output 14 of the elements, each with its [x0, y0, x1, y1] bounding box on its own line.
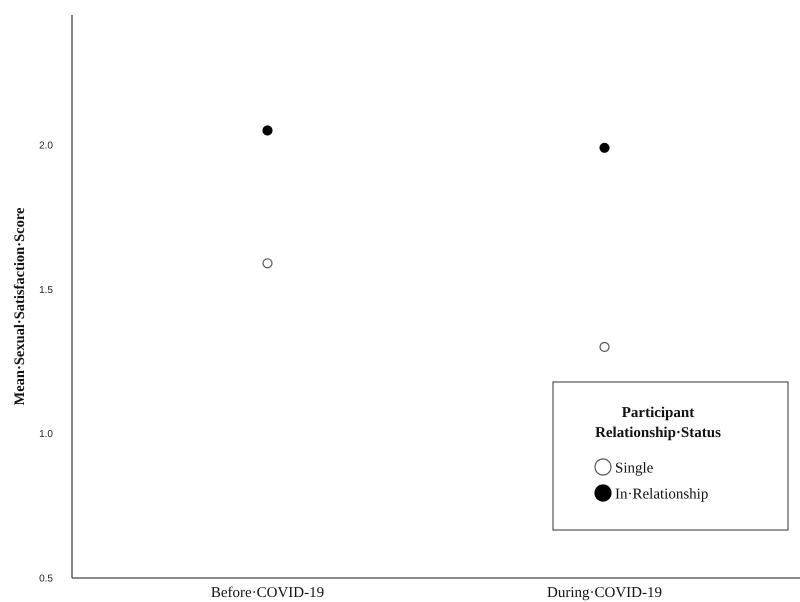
- x-tick-label: During·COVID-19: [547, 585, 662, 601]
- x-tick-label: Before·COVID-19: [210, 585, 324, 601]
- legend-title: Participant Relationship·Status: [595, 405, 722, 441]
- y-tick-label: 2.0: [39, 140, 54, 152]
- legend-label: In·Relationship: [615, 486, 708, 502]
- y-tick-label: 1.0: [39, 429, 54, 440]
- point: [262, 125, 273, 136]
- point: [599, 342, 610, 352]
- y-axis-title: Mean·Sexual·Satisfaction·Score: [12, 206, 28, 406]
- point: [262, 258, 273, 268]
- y-tick-label: 1.5: [39, 284, 54, 296]
- legend-label: Single: [615, 460, 654, 476]
- y-tick-label: 0.5: [39, 574, 54, 584]
- point: [599, 142, 610, 153]
